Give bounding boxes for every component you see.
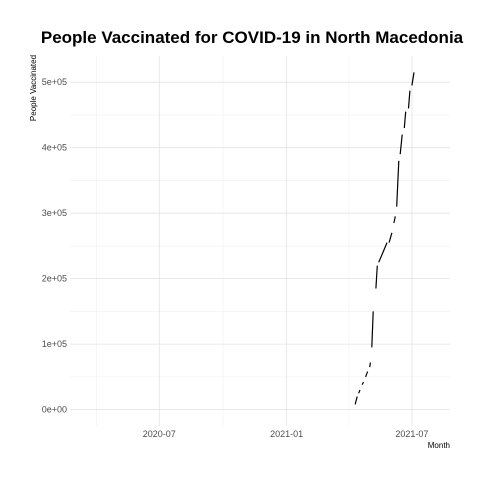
series-line-segment: [375, 265, 378, 289]
y-axis-title: People Vaccinated: [29, 55, 38, 121]
y-tick-label: 0e+00: [42, 405, 67, 415]
series-line-segment: [365, 371, 369, 378]
series-line-segment: [396, 160, 400, 207]
series-line-segment: [354, 396, 358, 405]
y-tick-label: 4e+05: [42, 143, 67, 153]
series-line-segment: [411, 72, 415, 86]
series-line-segment: [361, 381, 365, 385]
y-tick-label: 3e+05: [42, 208, 67, 218]
series-line-segment: [393, 216, 396, 224]
series-line-segment: [369, 362, 371, 368]
chart-title: People Vaccinated for COVID-19 in North …: [41, 28, 464, 47]
y-axis-ticks: 0e+00 1e+05 2e+05 3e+05 4e+05 5e+05: [42, 77, 67, 414]
series-people-vaccinated: [354, 72, 415, 405]
plot-grid: [70, 56, 450, 426]
series-line-segment: [388, 232, 393, 243]
series-line-segment: [358, 389, 361, 394]
series-line-segment: [407, 90, 411, 109]
series-line-segment: [378, 242, 388, 263]
x-axis-ticks: 2020-07 2021-01 2021-07: [143, 429, 429, 439]
series-line-segment: [371, 311, 374, 348]
x-tick-label: 2021-07: [395, 429, 428, 439]
y-tick-label: 1e+05: [42, 339, 67, 349]
x-axis-title: Month: [428, 441, 450, 450]
series-line-segment: [403, 111, 407, 129]
y-tick-label: 5e+05: [42, 77, 67, 87]
x-tick-label: 2021-01: [270, 429, 303, 439]
y-tick-label: 2e+05: [42, 274, 67, 284]
x-tick-label: 2020-07: [143, 429, 176, 439]
series-line-segment: [399, 134, 403, 155]
